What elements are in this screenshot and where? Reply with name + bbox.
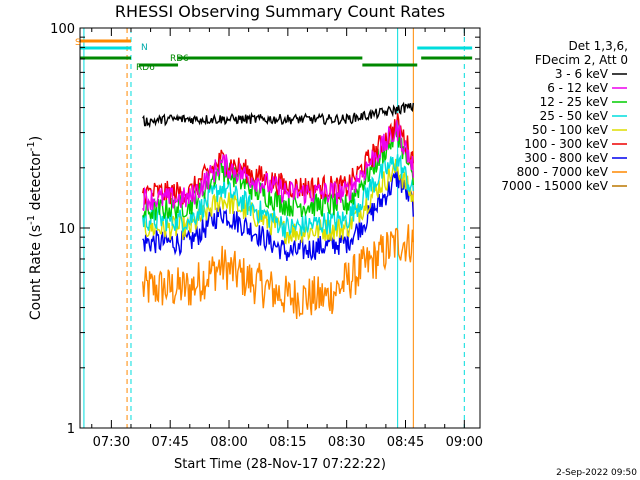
legend-entry-2: 6 - 12 keV bbox=[547, 81, 609, 95]
series-line-5 bbox=[142, 158, 414, 245]
legend-entry-8: 800 - 7000 keV bbox=[517, 165, 609, 179]
x-tick-label-6: 08:45 bbox=[387, 435, 424, 450]
legend-header-1: Det 1,3,6, bbox=[569, 39, 629, 53]
series-line-8 bbox=[142, 224, 414, 320]
legend-entry-1: 3 - 6 keV bbox=[555, 67, 609, 81]
bar-label-rd6-b: RD6 bbox=[136, 63, 155, 73]
legend-header-2: FDecim 2, Att 0 bbox=[535, 53, 628, 67]
y-tick-label-1: 1 bbox=[67, 422, 75, 437]
x-axis-label: Start Time (28-Nov-17 07:22:22) bbox=[174, 457, 386, 472]
x-tick-label-2: 07:45 bbox=[151, 435, 188, 450]
vertical-marker-lines bbox=[83, 28, 465, 428]
legend-entry-5: 50 - 100 keV bbox=[532, 123, 609, 137]
series-line-2 bbox=[142, 120, 414, 211]
legend-entry-6: 100 - 300 keV bbox=[524, 137, 608, 151]
x-tick-label-3: 08:00 bbox=[210, 435, 247, 450]
y-tick-label-2: 10 bbox=[58, 222, 75, 237]
y-tick-label-3: 100 bbox=[50, 22, 75, 37]
x-tick-label-7: 09:00 bbox=[446, 435, 483, 450]
series-line-1 bbox=[142, 101, 414, 129]
legend-entry-7: 300 - 800 keV bbox=[524, 151, 608, 165]
series-line-7 bbox=[142, 169, 414, 262]
x-tick-label-1: 07:30 bbox=[93, 435, 130, 450]
y-label-sup2: -1 bbox=[26, 141, 37, 151]
legend-entry-4: 25 - 50 keV bbox=[540, 109, 609, 123]
legend-entry-9: 7000 - 15000 keV bbox=[501, 179, 608, 193]
bar-label-rd6-a: RD6 bbox=[170, 54, 189, 64]
y-label-part1: Count Rate (s bbox=[28, 225, 44, 320]
series-group bbox=[142, 101, 414, 320]
bar-label-s: S bbox=[75, 38, 81, 48]
chart-title: RHESSI Observing Summary Count Rates bbox=[115, 2, 445, 21]
y-axis-label: Count Rate (s-1 detector-1) bbox=[26, 136, 44, 320]
plot-area bbox=[79, 27, 481, 429]
legend-entry-3: 12 - 25 keV bbox=[540, 95, 609, 109]
x-tick-label-4: 08:15 bbox=[269, 435, 306, 450]
axes: 07:30 07:45 08:00 08:15 08:30 08:45 09:00 1 10 10… bbox=[50, 22, 483, 450]
bar-label-n: N bbox=[141, 43, 148, 53]
date-stamp: 2-Sep-2022 09:50 bbox=[556, 468, 637, 478]
y-label-part3: ) bbox=[28, 136, 44, 141]
series-line-4 bbox=[142, 154, 414, 239]
y-label-part2: detector bbox=[28, 151, 44, 215]
attenuator-bars bbox=[80, 39, 473, 67]
y-label-sup1: -1 bbox=[26, 215, 37, 225]
x-tick-label-5: 08:30 bbox=[328, 435, 365, 450]
